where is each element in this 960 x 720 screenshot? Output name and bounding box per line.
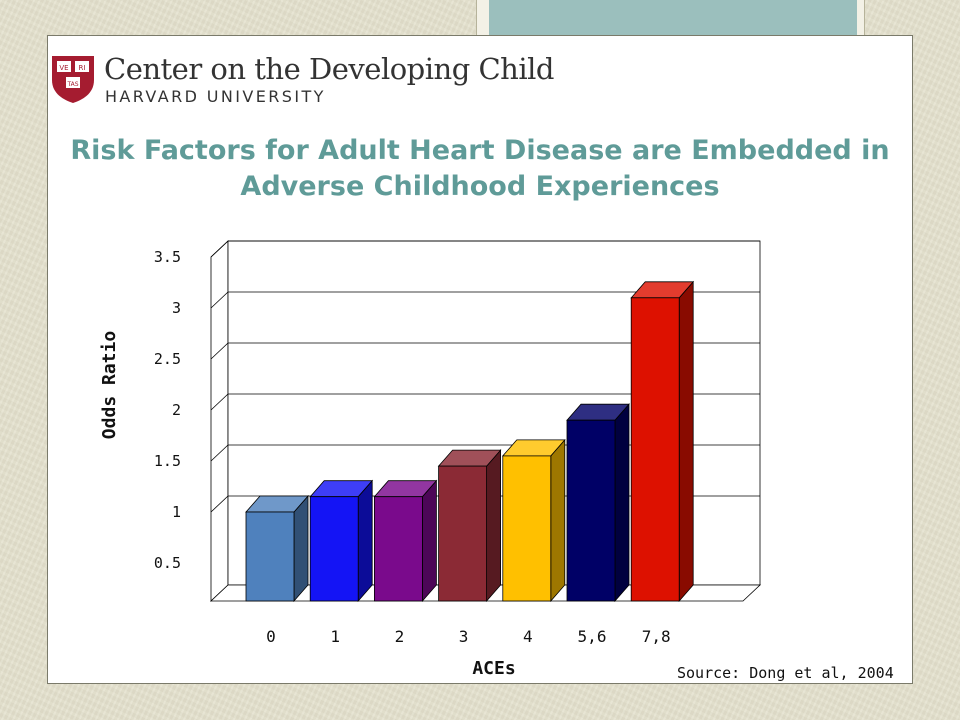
bar-1 — [309, 496, 359, 602]
slide-title: Risk Factors for Adult Heart Disease are… — [70, 135, 890, 202]
gridline-side-1.5 — [210, 444, 229, 462]
bar-3 — [438, 465, 488, 602]
gridline-side-1 — [210, 495, 229, 513]
source-note: Source: Dong et al, 2004 — [677, 664, 894, 682]
bar-0 — [245, 511, 295, 602]
bar-side-5 — [614, 403, 630, 603]
gridline-side-2 — [210, 393, 229, 411]
x-tick-label: 5,6 — [578, 627, 607, 646]
bar-side-6 — [678, 280, 694, 603]
y-tick-label: 3 — [172, 299, 181, 317]
bar-side-4 — [550, 438, 566, 603]
bar-4 — [502, 455, 552, 602]
gridline-side-3 — [210, 291, 229, 309]
shield-letters-ri: RI — [79, 64, 86, 72]
x-tick-label: 1 — [330, 627, 340, 646]
x-tick-label: 3 — [459, 627, 469, 646]
x-tick-label: 7,8 — [642, 627, 671, 646]
bar-6 — [630, 297, 680, 602]
bar-side-1 — [357, 479, 373, 603]
harvard-shield-logo: VE RI TAS — [52, 56, 94, 103]
shield-letters-tas: TAS — [66, 81, 78, 88]
shield-letters-ve: VE — [59, 64, 68, 72]
y-tick-label: 1.5 — [154, 452, 181, 470]
y-tick-label: 2.5 — [154, 350, 181, 368]
bar-5 — [566, 419, 616, 602]
bar-side-2 — [421, 479, 437, 603]
gridline-side-3.5 — [210, 240, 229, 258]
bar-side-0 — [293, 494, 309, 603]
chart-side-wall — [210, 240, 229, 602]
y-tick-label: 3.5 — [154, 248, 181, 266]
bar-2 — [373, 496, 423, 602]
x-axis-title: ACEs — [472, 658, 515, 679]
y-axis-title: Odds Ratio — [99, 331, 120, 439]
y-tick-label: 0.5 — [154, 554, 181, 572]
logo-subtitle: HARVARD UNIVERSITY — [105, 87, 326, 106]
x-tick-label: 0 — [266, 627, 276, 646]
x-tick-label: 4 — [523, 627, 533, 646]
gridline-side-2.5 — [210, 342, 229, 360]
x-tick-label: 2 — [395, 627, 405, 646]
y-tick-label: 1 — [172, 503, 181, 521]
logo-title: Center on the Developing Child — [104, 52, 554, 86]
bar-side-3 — [486, 449, 502, 603]
y-tick-label: 2 — [172, 401, 181, 419]
